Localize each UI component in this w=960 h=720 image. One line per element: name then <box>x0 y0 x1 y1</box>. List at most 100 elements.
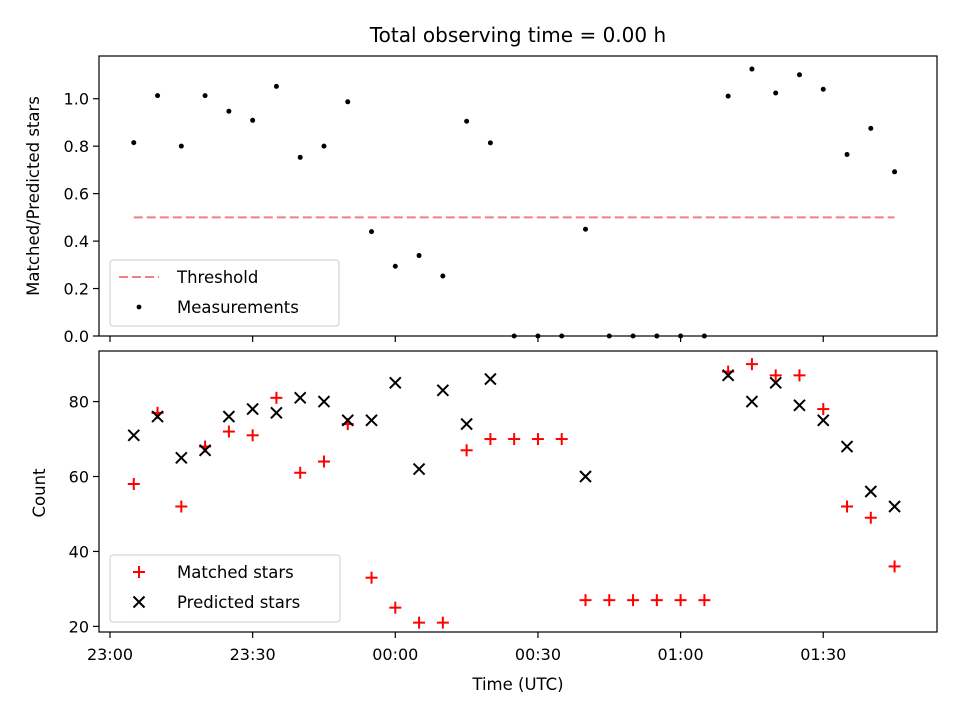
matched-star-point <box>127 478 140 491</box>
measurement-point <box>725 93 731 99</box>
matched-star-point <box>627 594 640 607</box>
y-axis-label-top: Matched/Predicted stars <box>24 96 43 296</box>
y-tick-label: 1.0 <box>64 90 89 109</box>
measurement-point <box>202 93 208 99</box>
predicted-star-point <box>127 429 140 442</box>
legend-box-top <box>109 259 340 327</box>
predicted-star-point <box>460 417 473 431</box>
x-tick-label: 23:00 <box>87 645 133 664</box>
predicted-star-point <box>246 402 259 416</box>
y-ticks-bottom: 20 40 60 80 <box>69 393 99 636</box>
measurement-point <box>369 229 375 235</box>
predicted-star-point <box>293 391 307 405</box>
measurement-point <box>273 83 279 89</box>
measurement-point <box>487 140 493 146</box>
matched-star-point <box>888 560 901 573</box>
measurement-point <box>773 90 779 96</box>
predicted-star-point <box>745 395 759 408</box>
measurement-point <box>345 99 351 105</box>
legend-measurement-label: Measurements <box>177 298 299 317</box>
matched-star-point <box>745 358 758 371</box>
x-tick-label: 01:30 <box>800 645 846 664</box>
matched-star-point <box>674 594 687 607</box>
legend-predicted-label: Predicted stars <box>177 593 300 612</box>
predicted-star-point <box>365 414 378 427</box>
legend-bottom: Matched stars Predicted stars <box>109 554 341 623</box>
x-tick-label: 01:00 <box>658 645 704 664</box>
predicted-star-point <box>840 440 854 453</box>
measurement-point <box>321 143 327 149</box>
legend-threshold-label: Threshold <box>176 268 258 287</box>
predicted-star-point <box>151 410 164 423</box>
matched-star-point <box>436 616 449 629</box>
x-tick-label: 23:30 <box>230 645 276 664</box>
measurement-point <box>155 93 161 99</box>
ratio-panel: Total observing time = 0.00 h Matched/Pr… <box>24 23 938 346</box>
predicted-star-point <box>579 470 592 483</box>
y-tick-label: 0.6 <box>64 185 89 204</box>
measurement-point <box>250 117 256 123</box>
y-tick-label: 80 <box>69 393 89 412</box>
matched-star-point <box>365 571 378 584</box>
x-ticks-bottom: 23:00 23:30 00:00 00:30 01:00 01:30 <box>87 632 846 664</box>
predicted-star-point <box>317 395 331 408</box>
legend-predicted-swatch <box>132 595 146 609</box>
predicted-star-point <box>864 485 878 498</box>
matched-star-point <box>389 601 402 614</box>
measurement-point <box>392 263 398 269</box>
measurement-point <box>583 226 588 232</box>
matched-star-point <box>603 594 616 607</box>
matched-star-point <box>508 433 521 446</box>
predicted-star-point <box>389 376 402 390</box>
measurement-point <box>892 169 898 175</box>
matched-star-point <box>270 391 283 404</box>
matched-star-point <box>531 433 544 446</box>
legend-measurement-swatch <box>136 304 142 310</box>
matched-star-point <box>817 403 830 416</box>
matched-star-point <box>413 616 426 629</box>
matched-star-point <box>864 511 877 524</box>
y-ticks-top: 0.0 0.2 0.4 0.6 0.8 1.0 <box>64 90 99 346</box>
predicted-star-point <box>484 372 497 386</box>
predicted-star-point <box>412 462 426 476</box>
measurement-point <box>868 125 874 131</box>
predicted-star-point <box>721 369 735 382</box>
predicted-star-point <box>270 406 283 420</box>
legend-box-bottom <box>109 554 341 623</box>
matched-star-point <box>294 466 307 479</box>
predicted-star-points <box>127 369 901 513</box>
x-tick-label: 00:30 <box>515 645 561 664</box>
x-tick-label: 00:00 <box>372 645 418 664</box>
count-panel: Count Time (UTC) 20 40 60 80 23:00 23:30 00:0… <box>30 350 938 694</box>
measurement-point <box>820 86 826 92</box>
matched-star-point <box>579 594 592 607</box>
measurement-point <box>416 253 422 259</box>
y-tick-label: 0.4 <box>64 232 89 251</box>
matched-star-point <box>460 444 473 457</box>
predicted-star-point <box>175 451 188 464</box>
measurement-point <box>226 108 232 114</box>
matched-star-point <box>222 425 235 438</box>
plot-frame-top <box>98 55 938 337</box>
matched-star-point <box>769 369 782 382</box>
predicted-star-point <box>198 444 212 457</box>
matched-star-point <box>175 500 188 513</box>
matched-star-point <box>698 594 711 607</box>
matched-star-point <box>484 433 497 446</box>
matched-star-point <box>841 500 854 513</box>
y-tick-label: 60 <box>69 468 89 487</box>
measurement-point <box>440 273 446 279</box>
y-tick-label: 40 <box>69 542 89 561</box>
y-tick-label: 20 <box>69 617 89 636</box>
measurement-point <box>297 154 303 160</box>
matched-star-point <box>793 369 806 382</box>
predicted-star-point <box>436 384 450 397</box>
x-axis-label: Time (UTC) <box>471 675 563 694</box>
measurement-point <box>844 151 850 157</box>
matched-star-point <box>246 429 259 442</box>
predicted-star-point <box>817 414 830 427</box>
chart-title: Total observing time = 0.00 h <box>369 23 666 47</box>
matched-star-point <box>555 433 568 446</box>
legend-matched-label: Matched stars <box>177 563 294 582</box>
